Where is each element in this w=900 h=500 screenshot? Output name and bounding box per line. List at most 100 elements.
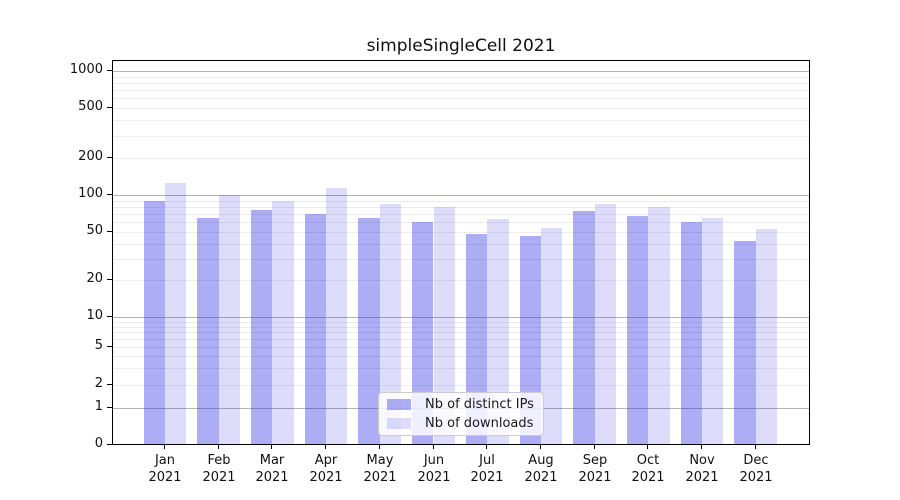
- gridline-minor-800: [113, 82, 809, 84]
- gridline-minor-7: [113, 332, 809, 334]
- bar-distinct-ips-jan: [143, 201, 165, 444]
- plot-area: [112, 60, 810, 445]
- y-tick-mark-50: [107, 231, 112, 232]
- x-tick-mark-may: [379, 445, 380, 449]
- legend: Nb of distinct IPs Nb of downloads: [378, 392, 544, 436]
- y-tick-label-0: 0: [94, 436, 103, 451]
- x-tick-label-oct: Oct 2021: [618, 452, 678, 486]
- x-tick-month: Jul: [479, 453, 495, 468]
- gridline-minor-300: [113, 135, 809, 137]
- gridline-minor-900: [113, 76, 809, 78]
- bar-downloads-jan: [165, 183, 187, 444]
- x-tick-mark-jul: [486, 445, 487, 449]
- x-tick-mark-feb: [218, 445, 219, 449]
- x-tick-year: 2021: [363, 470, 397, 485]
- bar-downloads-nov: [702, 218, 724, 444]
- y-tick-label-50: 50: [86, 223, 103, 238]
- bar-downloads-may: [379, 203, 402, 444]
- x-tick-month: Oct: [636, 453, 660, 468]
- x-tick-label-aug: Aug 2021: [511, 452, 571, 486]
- gridline-minor-5: [113, 347, 809, 348]
- x-tick-year: 2021: [685, 470, 719, 485]
- legend-label-distinct-ips: Nb of distinct IPs: [425, 397, 534, 412]
- bar-distinct-ips-oct: [626, 216, 649, 444]
- x-tick-mark-oct: [647, 445, 648, 449]
- y-tick-label-500: 500: [78, 99, 103, 114]
- gridline-minor-30: [113, 258, 809, 260]
- bar-downloads-aug: [540, 227, 563, 444]
- legend-swatch-distinct-ips: [387, 399, 411, 410]
- y-tick-label-1: 1: [94, 399, 103, 414]
- x-tick-label-mar: Mar 2021: [242, 452, 302, 486]
- y-tick-mark-1: [107, 407, 112, 408]
- x-tick-month: Dec: [743, 453, 769, 468]
- y-tick-mark-10: [107, 316, 112, 317]
- legend-item-distinct-ips: Nb of distinct IPs: [387, 397, 535, 412]
- bar-distinct-ips-dec: [734, 241, 756, 444]
- y-tick-label-20: 20: [86, 271, 103, 286]
- x-tick-month: Feb: [207, 453, 231, 468]
- gridline-minor-400: [113, 120, 809, 122]
- x-tick-label-jul: Jul 2021: [457, 452, 517, 486]
- chart-title: simpleSingleCell 2021: [366, 36, 556, 56]
- x-tick-mark-nov: [701, 445, 702, 449]
- gridline-minor-2: [113, 385, 809, 386]
- y-tick-mark-500: [107, 107, 112, 108]
- gridline-minor-8: [113, 326, 809, 328]
- x-tick-year: 2021: [255, 470, 289, 485]
- bar-distinct-ips-jun: [412, 222, 434, 444]
- gridline-minor-70: [113, 214, 809, 215]
- x-tick-mark-mar: [271, 445, 272, 449]
- x-tick-mark-apr: [325, 445, 326, 449]
- bar-distinct-ips-apr: [304, 214, 327, 444]
- x-tick-year: 2021: [524, 470, 558, 485]
- bar-distinct-ips-sep: [573, 211, 595, 444]
- bar-downloads-feb: [218, 195, 241, 444]
- y-tick-mark-5: [107, 346, 112, 347]
- gridline-major-10: [113, 317, 809, 318]
- bar-downloads-jul: [487, 218, 509, 444]
- bar-downloads-jun: [433, 206, 455, 444]
- x-tick-month: May: [366, 453, 394, 468]
- x-tick-month: Aug: [528, 453, 554, 468]
- y-tick-label-1000: 1000: [69, 62, 103, 77]
- y-tick-label-100: 100: [78, 186, 103, 201]
- x-tick-year: 2021: [148, 470, 182, 485]
- bar-distinct-ips-feb: [197, 218, 219, 444]
- bar-downloads-apr: [326, 187, 348, 444]
- x-tick-label-jun: Jun 2021: [404, 452, 464, 486]
- bar-distinct-ips-mar: [251, 210, 273, 444]
- x-tick-month: Apr: [314, 453, 338, 468]
- x-tick-mark-aug: [540, 445, 541, 449]
- x-tick-year: 2021: [631, 470, 665, 485]
- legend-item-downloads: Nb of downloads: [387, 416, 535, 431]
- x-tick-label-apr: Apr 2021: [296, 452, 356, 486]
- gridline-major-1000: [113, 71, 809, 72]
- y-tick-mark-2: [107, 384, 112, 385]
- gridline-minor-3: [113, 368, 809, 370]
- gridline-minor-700: [113, 90, 809, 91]
- y-tick-label-5: 5: [94, 338, 103, 353]
- x-tick-mark-sep: [594, 445, 595, 449]
- x-tick-year: 2021: [417, 470, 451, 485]
- bar-distinct-ips-may: [358, 218, 380, 444]
- y-tick-mark-20: [107, 279, 112, 280]
- gridline-minor-500: [113, 108, 809, 109]
- x-tick-year: 2021: [470, 470, 504, 485]
- y-tick-mark-0: [107, 444, 112, 445]
- x-tick-label-dec: Dec 2021: [726, 452, 786, 486]
- x-tick-label-sep: Sep 2021: [565, 452, 625, 486]
- gridline-minor-80: [113, 206, 809, 208]
- x-tick-mark-jun: [433, 445, 434, 449]
- x-tick-month: Sep: [582, 453, 608, 468]
- bar-downloads-oct: [648, 206, 670, 444]
- x-tick-month: Jan: [154, 453, 176, 468]
- x-tick-label-nov: Nov 2021: [672, 452, 732, 486]
- legend-swatch-downloads: [387, 418, 411, 429]
- y-tick-mark-1000: [107, 70, 112, 71]
- x-tick-year: 2021: [202, 470, 236, 485]
- x-tick-year: 2021: [739, 470, 773, 485]
- gridline-minor-20: [113, 280, 809, 281]
- gridline-minor-40: [113, 243, 809, 245]
